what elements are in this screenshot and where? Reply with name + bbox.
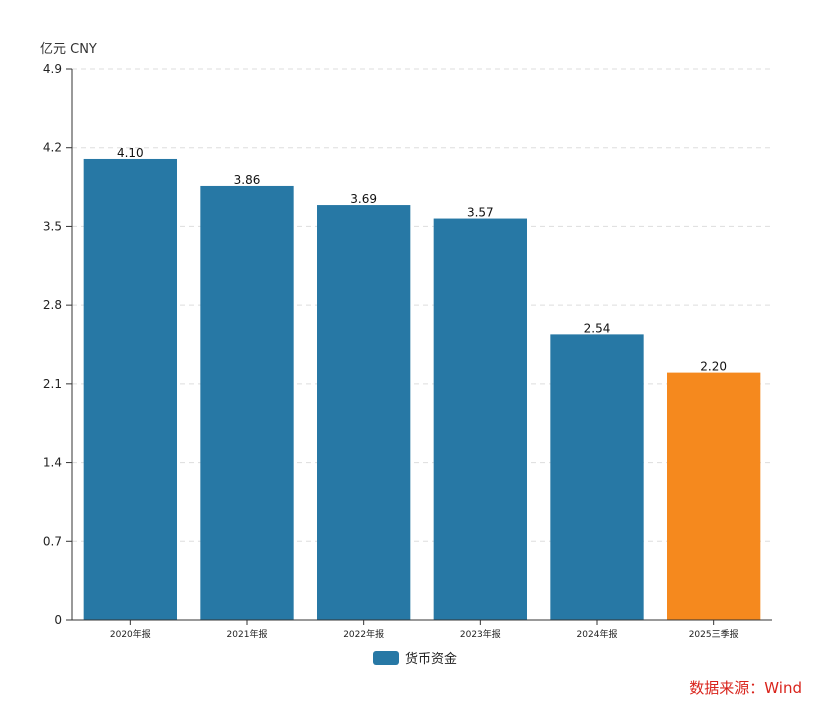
bars: 4.10 3.86 3.69 3.57 2.54 2.20 (83, 146, 761, 621)
x-tick-label: 2021年报 (227, 628, 268, 640)
bar[interactable] (200, 185, 294, 620)
x-tick-label: 2023年报 (460, 628, 501, 640)
y-tick-label: 1.4 (43, 456, 62, 470)
y-tick-label: 4.2 (43, 141, 62, 155)
bar[interactable] (550, 334, 644, 620)
bar-value-label: 3.57 (467, 206, 494, 220)
x-tick-label: 2025三季报 (689, 628, 739, 640)
bar[interactable] (317, 205, 411, 620)
y-tick-label: 4.9 (43, 62, 62, 76)
x-tick-label: 2022年报 (343, 628, 384, 640)
y-tick-label: 2.1 (43, 377, 62, 391)
x-tick-label: 2020年报 (110, 628, 151, 640)
legend-swatch (372, 650, 399, 665)
bar[interactable] (667, 372, 761, 620)
legend[interactable]: 货币资金 (0, 648, 830, 667)
axes: 0 0.7 1.4 2.1 2.8 3.5 4.2 4.9 2020年报 2021年报 2022年报… (43, 62, 772, 640)
bar-value-label: 3.86 (234, 173, 261, 187)
bar-value-label: 2.20 (700, 360, 727, 374)
data-source-label: 数据来源：Wind (689, 679, 802, 697)
y-axis-unit-label: 亿元 CNY (40, 42, 97, 57)
y-tick-label: 2.8 (43, 298, 62, 312)
bar[interactable] (83, 158, 177, 621)
legend-label: 货币资金 (404, 652, 457, 667)
bar-value-label: 2.54 (584, 321, 611, 335)
bar-value-label: 4.10 (117, 146, 144, 160)
y-tick-label: 0 (54, 613, 62, 627)
y-tick-label: 0.7 (43, 534, 62, 548)
x-tick-label: 2024年报 (577, 628, 618, 640)
bar-value-label: 3.69 (350, 192, 377, 206)
bar[interactable] (433, 218, 527, 621)
y-tick-label: 3.5 (43, 219, 62, 233)
